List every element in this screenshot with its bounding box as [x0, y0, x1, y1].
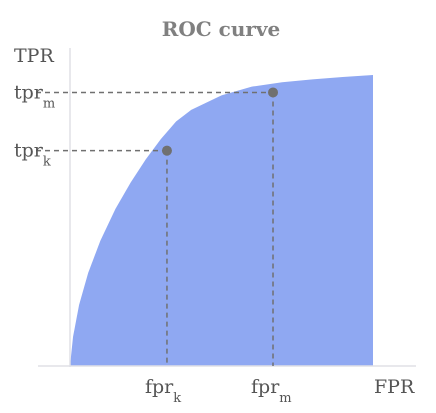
- x-tick-label-m: fprm: [251, 376, 292, 406]
- x-axis-label: FPR: [374, 376, 415, 398]
- roc-area: [70, 75, 373, 366]
- y-tick-label-m: tprm: [14, 81, 55, 111]
- y-tick-label-k: tprk: [14, 140, 51, 170]
- chart-title: ROC curve: [162, 17, 281, 41]
- point-k: [161, 145, 172, 156]
- x-tick-label-k: fprk: [145, 376, 181, 406]
- y-axis-label: TPR: [14, 45, 54, 67]
- point-m: [268, 87, 279, 98]
- plot-area: tprk fprk tprm fprm: [14, 48, 416, 406]
